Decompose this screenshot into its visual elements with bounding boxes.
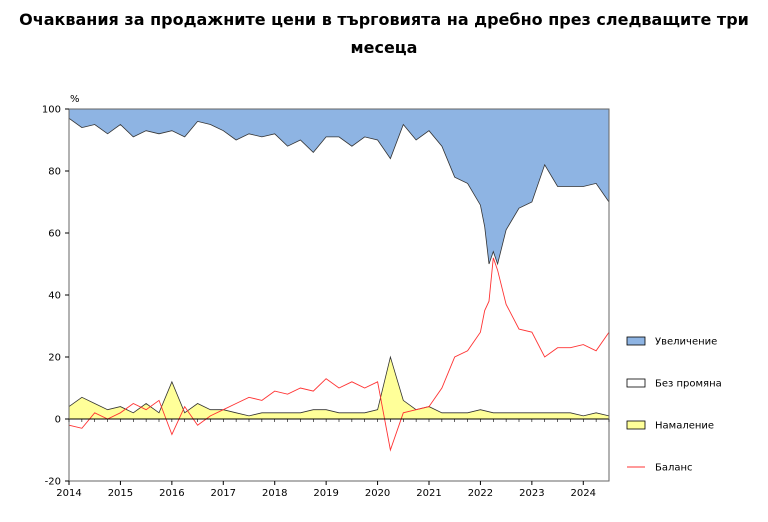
chart-title: Очаквания за продажните цени в търговият…	[0, 6, 768, 62]
y-tick-label: 80	[48, 167, 61, 178]
y-tick-label: 0	[55, 415, 61, 426]
y-tick-label: 20	[48, 353, 61, 364]
legend-label-2: Намаление	[655, 421, 714, 432]
x-tick-label: 2017	[211, 488, 236, 499]
legend-label-3: Баланс	[655, 463, 693, 474]
y-tick-label: 40	[48, 291, 61, 302]
plot-areas	[69, 109, 609, 419]
x-tick-label: 2019	[313, 488, 338, 499]
y-tick-label: 60	[48, 229, 61, 240]
x-tick-label: 2014	[56, 488, 81, 499]
legend-label-1: Без промяна	[655, 379, 722, 390]
increase-area	[69, 109, 609, 264]
x-tick-label: 2020	[365, 488, 390, 499]
x-tick-label: 2016	[159, 488, 184, 499]
legend-swatch-1	[626, 378, 646, 388]
y-tick-label: -20	[45, 477, 61, 488]
chart-title-line-1: Очаквания за продажните цени в търговият…	[19, 10, 749, 29]
balance-line	[68, 257, 610, 452]
y-tick-label: 100	[42, 105, 61, 116]
increase-boundary-line	[68, 117, 610, 266]
x-tick-label: 2023	[519, 488, 544, 499]
legend-label-0: Увеличение	[655, 337, 717, 348]
x-tick-label: 2021	[416, 488, 441, 499]
plot-lines	[68, 117, 610, 452]
x-tick-label: 2018	[262, 488, 287, 499]
x-tick-label: 2015	[108, 488, 133, 499]
y-unit-label: %	[70, 94, 80, 105]
axes: -20 0 20 40 60 80 100 2014 2015 2016 2017 2018 2019 2…	[42, 105, 610, 499]
legend-swatch-0	[626, 336, 646, 346]
legend: Увеличение Без промяна Намаление Баланс	[626, 336, 722, 474]
x-tick-label: 2024	[571, 488, 596, 499]
decrease-boundary-line	[68, 355, 610, 417]
legend-swatch-2	[626, 420, 646, 430]
chart-title-line-2: месеца	[350, 38, 418, 57]
x-tick-label: 2022	[468, 488, 493, 499]
